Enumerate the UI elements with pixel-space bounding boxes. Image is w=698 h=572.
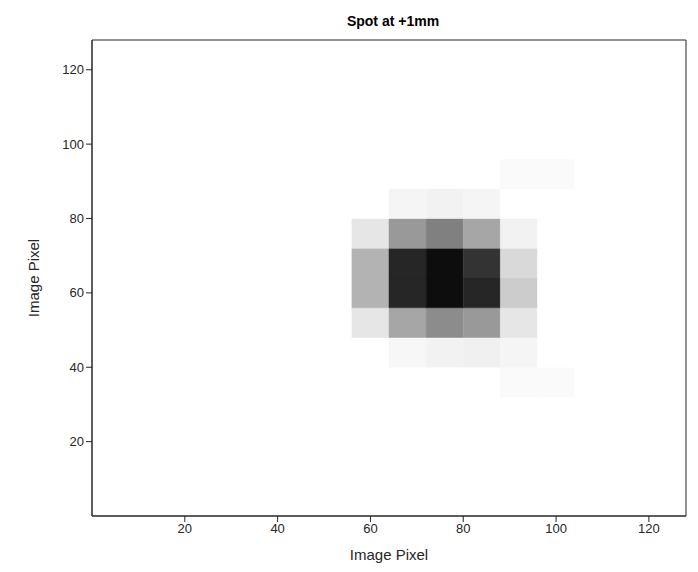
svg-text:80: 80: [456, 521, 470, 536]
svg-text:60: 60: [363, 521, 377, 536]
html-text:Spot at +1mm: Spot at +1mm: [346, 13, 440, 29]
svg-text:20: 20: [178, 521, 192, 536]
svg-text:40: 40: [270, 521, 284, 536]
svg-text:120: 120: [62, 62, 84, 77]
svg-text:100: 100: [545, 521, 567, 536]
svg-text:80: 80: [70, 211, 84, 226]
svg-text:120: 120: [638, 521, 660, 536]
svg-text:Image Pixel: Image Pixel: [25, 239, 42, 317]
svg-text:Image Pixel: Image Pixel: [350, 546, 428, 563]
svg-text:100: 100: [62, 137, 84, 152]
svg-text:20: 20: [70, 434, 84, 449]
svg-text:60: 60: [70, 285, 84, 300]
svg-text:40: 40: [70, 360, 84, 375]
